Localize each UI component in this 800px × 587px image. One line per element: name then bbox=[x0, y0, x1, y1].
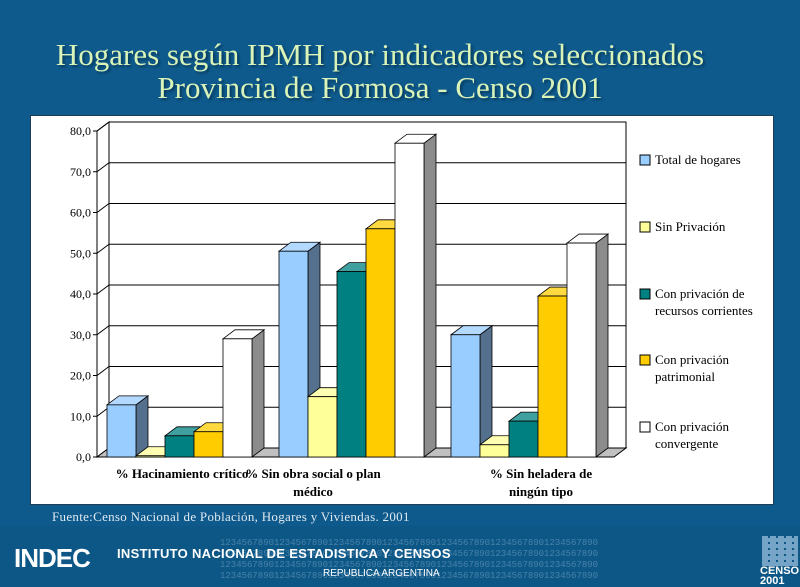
y-tick-label: 0,0 bbox=[76, 450, 91, 464]
y-tick-label: 50,0 bbox=[70, 246, 91, 260]
source-note: Fuente:Censo Nacional de Población, Hoga… bbox=[52, 509, 410, 524]
legend-label: Total de hogares bbox=[655, 152, 741, 167]
legend-label: Con privación de bbox=[655, 286, 745, 301]
country-name: REPUBLICA ARGENTINA bbox=[323, 568, 440, 579]
y-tick-label: 80,0 bbox=[70, 124, 91, 138]
chart-title: Hogares según IPMH por indicadores selec… bbox=[0, 38, 760, 104]
bar-1-cat-1 bbox=[105, 395, 150, 458]
y-tick-label: 60,0 bbox=[70, 206, 91, 220]
category-label: % Hacinamiento crítico bbox=[116, 466, 249, 481]
legend-swatch bbox=[639, 354, 651, 366]
bar-chart: 0,0 10,0 20,0 30,0 40,0 50,0 60,0 70,0 80,0 % Hac… bbox=[70, 121, 753, 499]
y-tick-label: 20,0 bbox=[70, 369, 91, 383]
category-label: ningún tipo bbox=[509, 484, 573, 499]
legend-label: Sin Privación bbox=[655, 219, 726, 234]
footer-digit-pattern: 1234567890123456789012345678901234567890… bbox=[220, 538, 599, 581]
legend-label: convergente bbox=[655, 436, 719, 451]
gridline-diag bbox=[96, 284, 110, 295]
bar-5-cat-2 bbox=[393, 133, 438, 458]
gridline-diag bbox=[96, 121, 110, 132]
title-line-2: Provincia de Formosa - Censo 2001 bbox=[157, 70, 603, 105]
institute-name: INSTITUTO NACIONAL DE ESTADISTICA Y CENS… bbox=[117, 546, 451, 561]
gridline-diag bbox=[96, 203, 110, 213]
legend-swatch bbox=[639, 288, 651, 300]
bar-5-cat-1 bbox=[221, 329, 266, 458]
legend-label: Con privación bbox=[655, 352, 730, 367]
censo-2001-logo: CENSO 2001 bbox=[758, 534, 800, 587]
legend-swatch bbox=[639, 154, 651, 166]
footer-banner: 1234567890123456789012345678901234567890… bbox=[0, 526, 800, 587]
gridline-diag bbox=[96, 325, 110, 336]
gridline-diag bbox=[96, 162, 110, 173]
bar-5-cat-3 bbox=[565, 233, 610, 458]
legend-label: patrimonial bbox=[655, 369, 715, 384]
gridline-diag bbox=[96, 366, 110, 376]
legend-swatch bbox=[639, 221, 651, 233]
gridline-diag bbox=[96, 243, 110, 254]
legend-label: Con privación bbox=[655, 419, 730, 434]
legend-label: recursos corrientes bbox=[655, 303, 753, 318]
chart-panel: 0,0 10,0 20,0 30,0 40,0 50,0 60,0 70,0 80,0 % Hac… bbox=[30, 115, 774, 505]
y-tick-label: 70,0 bbox=[70, 165, 91, 179]
indec-logo: INDEC bbox=[14, 544, 106, 572]
category-label: % Sin heladera de bbox=[490, 466, 592, 481]
y-tick-label: 10,0 bbox=[70, 409, 91, 423]
bar-1-cat-3 bbox=[449, 324, 494, 458]
title-line-1: Hogares según IPMH por indicadores selec… bbox=[55, 37, 705, 72]
category-label: % Sin obra social o plan bbox=[245, 466, 381, 481]
category-label: médico bbox=[293, 484, 333, 499]
y-tick-label: 30,0 bbox=[70, 328, 91, 342]
legend-swatch bbox=[639, 421, 651, 433]
y-tick-label: 40,0 bbox=[70, 287, 91, 301]
